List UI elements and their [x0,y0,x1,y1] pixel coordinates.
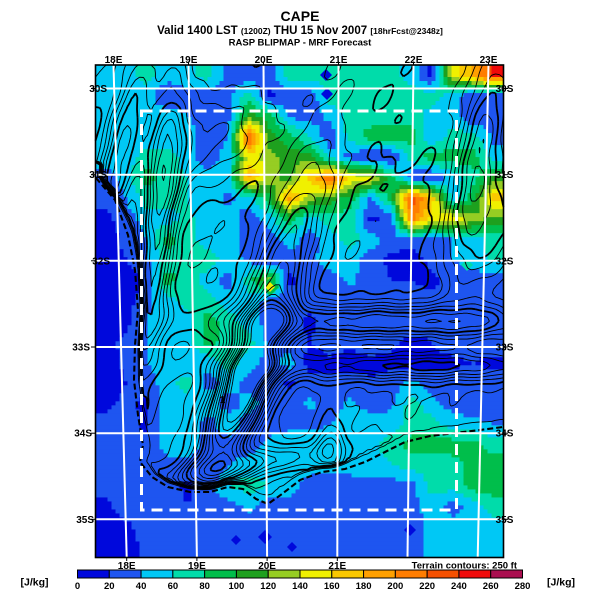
axis-labels: 18E 19E 20E 21E 22E 23E 18E 19E 20E 21E 30S 30S 31S 3… [72,55,514,572]
top-axis-label: 23E [480,55,498,66]
colorbar-tick-label: 180 [356,581,372,592]
right-axis-label: 31S [496,170,514,181]
colorbar-tick-label: 20 [104,581,115,592]
left-axis-label: 31S [89,170,107,181]
colorbar-tick-label: 120 [260,581,276,592]
map-frame [94,64,505,559]
valid-z: (1200Z) [241,26,271,36]
colorbar-segment [331,569,365,579]
colorbar-tick-label: 140 [292,581,308,592]
top-axis-label: 20E [255,55,273,66]
colorbar-tick-label: 160 [324,581,340,592]
left-axis-label: 32S [92,256,110,267]
colorbar-segment [108,569,142,579]
left-axis-label: 35S [76,515,94,526]
bottom-axis-label: 18E [118,561,136,572]
colorbar-tick-label: 220 [419,581,435,592]
inner-domain-dashed-box [140,109,458,512]
cape-field [95,65,504,559]
page-title: CAPE [281,8,320,24]
valid-time-line: Valid 1400 LST (1200Z) THU 15 Nov 2007 [… [157,25,443,37]
left-axis-label: 34S [74,429,92,440]
top-axis-label: 21E [330,55,348,66]
colorbar-segment [490,569,524,579]
colorbar-tick-label: 200 [387,581,403,592]
colorbar-tick-label: 80 [199,581,210,592]
lat-lon-gridlines [95,64,504,558]
bottom-axis-label: 21E [328,561,346,572]
colorbar-tick-label: 40 [136,581,147,592]
valid-mid: THU 15 Nov 2007 [271,25,371,37]
colorbar-segment [458,569,492,579]
valid-prefix: Valid 1400 LST [157,25,241,37]
right-axis-label: 34S [496,429,514,440]
colorbar-segment [394,569,428,579]
colorbar-segment [267,569,301,579]
top-axis-label: 18E [105,55,123,66]
colorbar-tick-label: 100 [228,581,244,592]
colorbar-segment [299,569,333,579]
right-axis-label: 32S [496,256,514,267]
units-label-left: [J/kg] [20,577,48,589]
colorbar: 0 20 40 60 80 100 120 140 160 180 200 220 240 260 280 [75,569,531,592]
right-axis-label: 33S [496,343,514,354]
colorbar-tick-label: 280 [515,581,531,592]
colorbar-segment [140,569,174,579]
colorbar-segment [363,569,396,579]
model-line: RASP BLIPMAP - MRF Forecast [229,38,373,49]
axis-ticks [91,61,508,561]
top-axis-label: 19E [180,55,198,66]
right-axis-label: 30S [496,84,514,95]
bottom-axis-label: 20E [258,561,276,572]
colorbar-segment [204,569,237,579]
coastline [95,177,504,506]
terrain-note: Terrain contours: 250 ft [412,561,518,572]
left-axis-label: 33S [72,343,90,354]
colorbar-tick-label: 240 [451,581,467,592]
colorbar-tick-label: 0 [75,581,80,592]
colorbar-segment [426,569,460,579]
colorbar-segment [77,569,110,579]
colorbar-segment [235,569,269,579]
right-axis-label: 35S [496,515,514,526]
left-axis-label: 30S [89,84,107,95]
site-marker: 1 [220,395,226,406]
top-axis-label: 22E [405,55,423,66]
colorbar-segment [172,569,206,579]
units-label-right: [J/kg] [547,577,575,589]
colorbar-tick-label: 260 [483,581,499,592]
bottom-axis-label: 19E [188,561,206,572]
colorbar-tick-label: 60 [168,581,179,592]
field-speckles [231,69,473,552]
valid-fcst: [18hrFcst@2348z] [370,26,443,36]
